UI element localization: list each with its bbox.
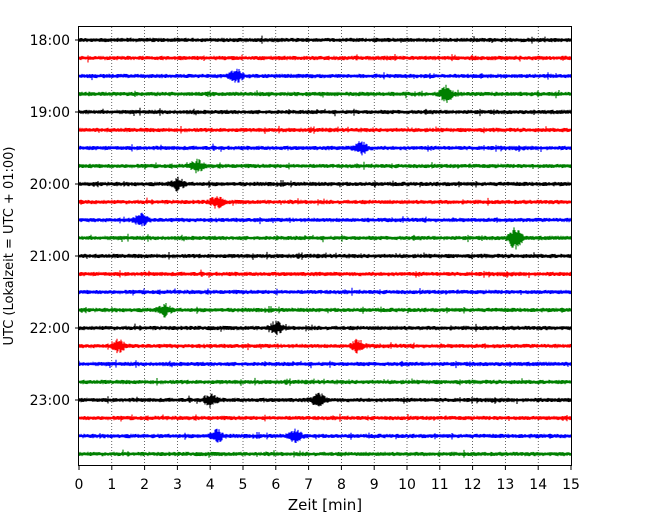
x-tick-label: 6 (271, 477, 280, 493)
x-tick-label: 8 (337, 477, 346, 493)
x-tick-label: 7 (304, 477, 313, 493)
x-tick-label: 4 (206, 477, 215, 493)
x-tick-label: 3 (173, 477, 182, 493)
x-tick-label: 12 (464, 477, 482, 493)
y-tick-label: 22:00 (30, 321, 70, 337)
x-axis-ticks: 0 1 2 3 4 5 6 7 8 9 10 11 12 13 14 15 (75, 466, 580, 493)
x-tick-label: 15 (562, 477, 580, 493)
x-tick-label: 10 (398, 477, 416, 493)
x-tick-label: 11 (431, 477, 449, 493)
x-tick-label: 0 (75, 477, 84, 493)
traces (78, 35, 572, 458)
x-tick-label: 5 (239, 477, 248, 493)
x-tick-label: 14 (529, 477, 547, 493)
x-axis-label: Zeit [min] (288, 496, 362, 514)
y-axis-ticks: 18:00 19:00 20:00 21:00 22:00 23:00 (30, 33, 79, 409)
x-tick-label: 2 (140, 477, 149, 493)
y-tick-label: 20:00 (30, 177, 70, 193)
y-tick-label: 21:00 (30, 249, 70, 265)
y-tick-label: 18:00 (30, 33, 70, 49)
plot-frame (78, 26, 572, 466)
y-tick-label: 23:00 (30, 393, 70, 409)
x-tick-label: 1 (107, 477, 116, 493)
x-tick-label: 13 (496, 477, 514, 493)
x-tick-label: 9 (370, 477, 379, 493)
y-tick-label: 19:00 (30, 105, 70, 121)
y-axis-label: UTC (Lokalzeit = UTC + 01:00) (2, 147, 17, 346)
grid-lines (111, 27, 539, 465)
